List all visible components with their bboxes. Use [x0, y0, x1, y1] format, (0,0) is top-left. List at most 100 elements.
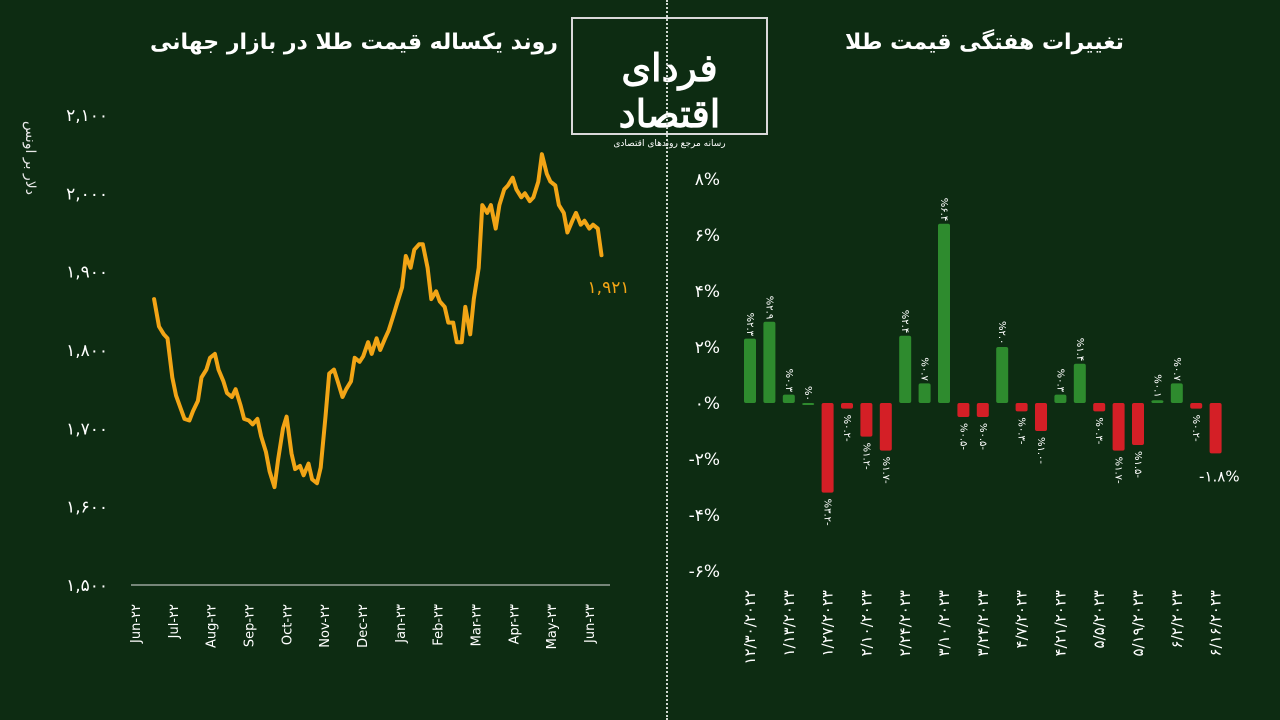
y-tick-label: ۱,۹۰۰ — [66, 263, 108, 283]
y-tick-label: ۶% — [695, 226, 720, 246]
data-label: %۰.۵- — [977, 423, 988, 450]
bar — [996, 347, 1009, 403]
y-tick-label: ۱,۶۰۰ — [66, 498, 108, 518]
x-tick-label: Aug-۲۲ — [205, 604, 220, 648]
bar — [1209, 403, 1222, 454]
x-tick-label: ۴/۷/۲۰۲۳ — [1013, 590, 1031, 648]
data-label: %۱.۵- — [1132, 451, 1143, 478]
x-tick-label: ۶/۲/۲۰۲۳ — [1168, 590, 1186, 648]
x-tick-label: Nov-۲۲ — [318, 604, 333, 648]
data-label: %۰.۳- — [1016, 417, 1027, 444]
panel-divider — [666, 0, 668, 720]
bar — [899, 335, 912, 403]
y-tick-label: ۲,۰۰۰ — [66, 184, 108, 204]
x-tick-label: Jun-۲۳ — [583, 604, 598, 644]
last-value-label: ۱,۹۲۱ — [588, 278, 630, 298]
bar — [1054, 394, 1067, 403]
data-label: %۰.۲- — [1190, 415, 1201, 442]
logo-tagline: رسانه مرجع روندهای اقتصادی — [613, 139, 726, 149]
x-tick-label: ۴/۲۱/۲۰۲۳ — [1051, 590, 1069, 657]
bar — [1073, 363, 1086, 403]
x-tick-label: May-۲۳ — [545, 604, 560, 649]
data-label: %۰.۷ — [919, 357, 930, 381]
data-label: -۱.۸% — [1199, 467, 1240, 485]
data-label: %۰.۳- — [1093, 417, 1104, 444]
y-tick-label: ۰% — [695, 394, 720, 414]
y-tick-label: -۶% — [689, 562, 720, 582]
x-tick-label: ۲/۲۴/۲۰۲۳ — [896, 590, 914, 657]
data-label: %۱.۷- — [880, 457, 891, 484]
x-tick-label: ۱/۲۷/۲۰۲۳ — [819, 590, 837, 657]
x-tick-label: Dec-۲۲ — [356, 604, 371, 648]
bar — [744, 338, 756, 403]
y-tick-label: ۲,۱۰۰ — [66, 106, 108, 126]
x-tick-label: ۳/۲۴/۲۰۲۳ — [974, 590, 992, 657]
y-tick-label: -۴% — [689, 506, 720, 526]
bar — [976, 403, 989, 417]
data-label: %۱.۰- — [1035, 437, 1046, 464]
y-tick-label: -۲% — [689, 450, 720, 470]
gold-price-line-chart: ۱,۵۰۰ ۱,۶۰۰ ۱,۷۰۰ ۱,۸۰۰ ۱,۹۰۰ ۲,۰۰۰ ۲,۱۰۰ Jun-۲… — [66, 106, 630, 649]
x-tick-label: Jul-۲۲ — [167, 604, 182, 639]
bar-chart-title: تغییرات هفتگی قیمت طلا — [845, 30, 1124, 55]
y-tick-label: ۱,۷۰۰ — [66, 419, 108, 439]
bar — [1015, 403, 1028, 412]
data-label: %۰.۷ — [1171, 357, 1182, 381]
data-label: %۱.۲- — [860, 443, 871, 470]
x-tick-label: ۵/۱۹/۲۰۲۳ — [1129, 590, 1147, 657]
y-tick-label: ۱,۵۰۰ — [66, 576, 108, 596]
bar — [782, 394, 795, 403]
bar — [1190, 403, 1203, 409]
bar — [918, 383, 931, 403]
data-label: %۳.۲- — [822, 499, 833, 526]
x-tick-label: ۳/۱۰/۲۰۲۳ — [935, 590, 953, 657]
x-tick-label: ۲/۱۰/۲۰۲۳ — [857, 590, 875, 657]
logo-wordmark: فردای اقتصاد — [618, 45, 721, 136]
data-label: %۰.۲- — [841, 415, 852, 442]
brand-logo: فردای اقتصاد رسانه مرجع روندهای اقتصادی — [571, 17, 768, 149]
y-tick-label: ۲% — [695, 338, 720, 358]
data-label: %۰ — [802, 386, 813, 401]
data-label: %۲.۴ — [899, 310, 910, 333]
y-tick-label: ۱,۸۰۰ — [66, 341, 108, 361]
data-label: %۲.۰ — [996, 321, 1007, 344]
bar — [957, 403, 970, 417]
data-label: %۲.۹ — [763, 296, 774, 319]
x-tick-label: ۱۲/۳۰/۲۰۲۲ — [741, 590, 759, 665]
data-label: %۰.۳ — [783, 369, 794, 393]
data-label: %۲.۳ — [744, 313, 755, 337]
bar — [1170, 383, 1183, 403]
x-tick-label: Jan-۲۳ — [394, 604, 409, 644]
x-tick-label: ۶/۱۶/۲۰۲۳ — [1207, 590, 1225, 657]
bar — [802, 403, 815, 405]
y-tick-label: ۴% — [695, 282, 720, 302]
bar — [1132, 403, 1144, 445]
x-tick-label: Mar-۲۳ — [470, 604, 485, 646]
data-label: %۱.۴ — [1074, 338, 1085, 361]
line-chart-title: روند یکساله قیمت طلا در بازار جهانی — [150, 30, 558, 55]
price-series-line — [152, 152, 604, 490]
x-tick-label: Apr-۲۳ — [507, 604, 522, 644]
data-label: %۱.۷- — [1113, 457, 1124, 484]
bar — [879, 403, 892, 451]
bar — [821, 403, 834, 493]
bar — [1035, 403, 1047, 431]
bar — [860, 403, 873, 437]
x-tick-label: ۱/۱۳/۲۰۲۳ — [780, 590, 798, 657]
bar — [1093, 403, 1106, 412]
x-tick-label: Feb-۲۳ — [432, 604, 447, 646]
bar — [1112, 403, 1125, 451]
x-tick-label: Jun-۲۲ — [129, 604, 144, 644]
data-label: %۰.۱ — [1151, 374, 1162, 397]
y-tick-label: ۸% — [695, 170, 720, 190]
bar — [763, 321, 776, 403]
data-label: %۰.۳ — [1054, 369, 1065, 393]
bar — [1151, 400, 1164, 403]
bar — [938, 223, 950, 403]
data-label: %۰.۵- — [957, 423, 968, 450]
bar — [841, 403, 853, 409]
weekly-change-bar-chart: -۶% -۴% -۲% ۰% ۲% ۴% ۶% ۸% %۲.۳ ۱۲/۳۰/۲۰۲۲ %۲.۹ %۰.… — [689, 170, 1240, 665]
data-label: %۶.۴ — [938, 198, 949, 221]
x-tick-label: Sep-۲۲ — [243, 604, 258, 647]
